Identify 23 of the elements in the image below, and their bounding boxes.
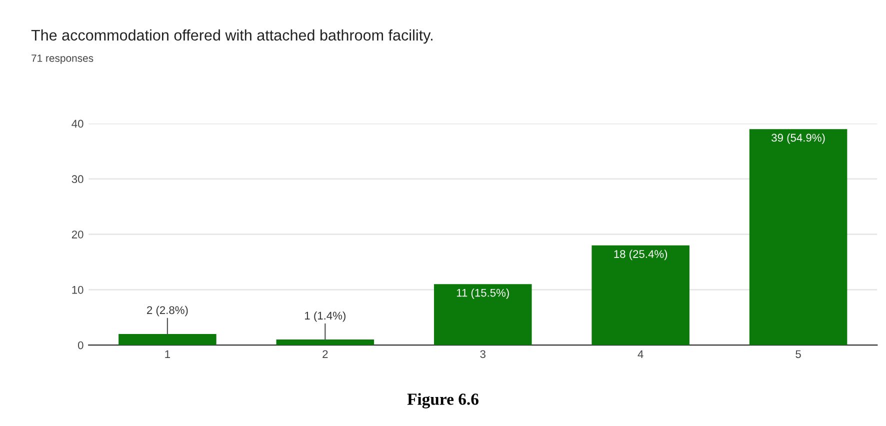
bar <box>749 129 848 346</box>
data-label: 2 (2.8%) <box>147 306 188 316</box>
data-label: 11 (15.5%) <box>456 288 509 299</box>
caption: Figure 6.6 <box>407 393 478 408</box>
x-tick-label: 3 <box>480 350 486 358</box>
x-tick-label: 5 <box>796 350 801 358</box>
y-tick-label: 40 <box>72 120 84 128</box>
bar <box>592 245 690 346</box>
data-label: 39 (54.9%) <box>772 134 825 144</box>
bar <box>434 284 532 346</box>
x-tick-label: 4 <box>638 350 644 358</box>
y-tick-label: 10 <box>72 286 84 294</box>
bar <box>276 340 374 346</box>
x-tick-label: 1 <box>165 350 170 358</box>
chart-title: The accommodation offered with attached bathroom facility. <box>31 29 432 44</box>
y-tick-label: 20 <box>72 230 84 238</box>
data-label: 18 (25.4%) <box>614 250 668 260</box>
y-tick-label: 30 <box>72 175 84 184</box>
chart-subtitle: 71 responses <box>32 54 94 64</box>
data-label: 1 (1.4%) <box>305 311 346 322</box>
y-tick-label: 0 <box>78 341 84 350</box>
x-tick-label: 2 <box>322 350 328 358</box>
bar <box>118 334 216 346</box>
